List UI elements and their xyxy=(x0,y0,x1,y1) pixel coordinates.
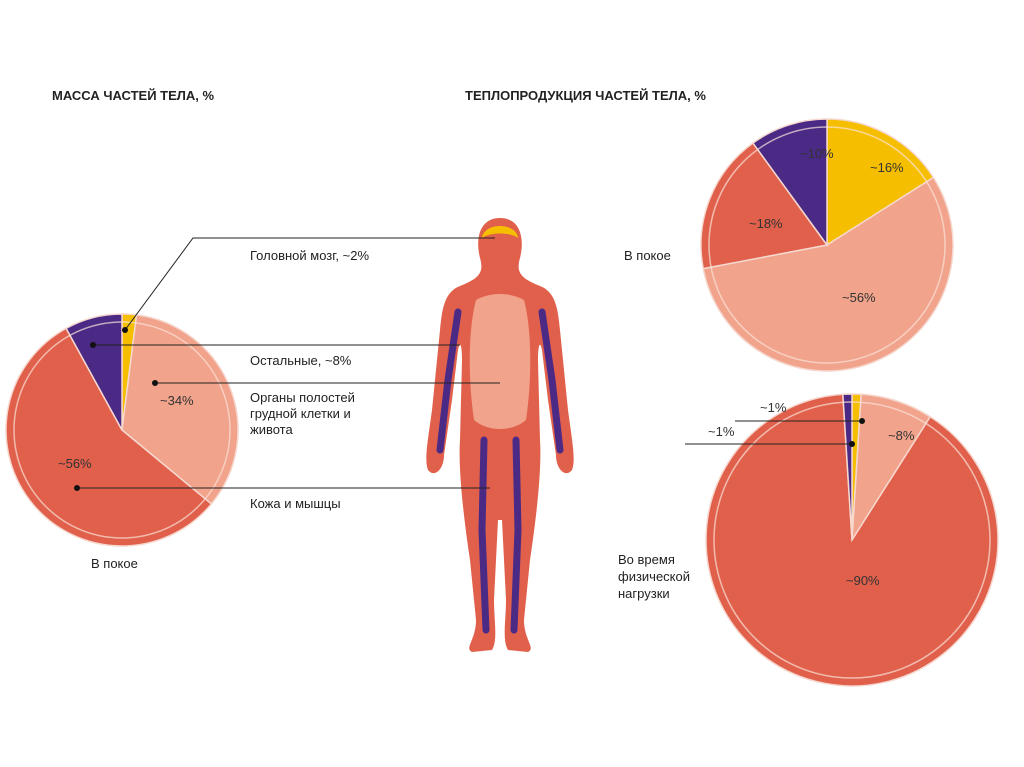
label-organs-1: Органы полостей xyxy=(250,390,355,405)
pie-value-label: ~1% xyxy=(760,400,787,415)
pie-highlight-rim xyxy=(708,126,946,364)
caption-rest-right: В покое xyxy=(624,248,671,263)
label-brain: Головной мозг, ~2% xyxy=(250,248,370,263)
pie-slice xyxy=(5,327,213,547)
label-others: Остальные, ~8% xyxy=(250,353,352,368)
leader-dots xyxy=(74,327,865,491)
pie-slice xyxy=(705,393,999,687)
human-body-figure xyxy=(426,218,574,652)
pie-chart-3: ~1% ~8% ~90% ~1% xyxy=(705,393,999,687)
caption-rest-left: В покое xyxy=(91,556,138,571)
pie-chart-2: ~16% ~56% ~18% ~10% xyxy=(700,118,954,372)
caption-exercise-1: Во время xyxy=(618,552,675,567)
pie-slice xyxy=(842,393,853,541)
pie-value-label: ~18% xyxy=(749,216,783,231)
pie-slice xyxy=(702,176,954,372)
label-skin-muscles: Кожа и мышцы xyxy=(250,496,341,511)
pie-value-label: ~34% xyxy=(160,393,194,408)
label-organs-3: живота xyxy=(250,422,293,437)
body-silhouette xyxy=(426,218,574,652)
pie-value-label: ~56% xyxy=(842,290,876,305)
pie-value-label: ~16% xyxy=(870,160,904,175)
caption-exercise-3: нагрузки xyxy=(618,586,670,601)
caption-exercise-2: физической xyxy=(618,569,691,584)
pie-slice xyxy=(751,118,828,248)
pie-chart-1: ~34% ~56% xyxy=(5,313,239,547)
organs-region xyxy=(469,294,531,429)
bones-skeleton xyxy=(436,308,564,634)
pie-value-label: ~90% xyxy=(846,573,880,588)
pie-highlight-rim xyxy=(713,401,991,679)
label-organs-2: грудной клетки и xyxy=(250,406,351,421)
pie-highlight-rim xyxy=(13,321,231,539)
leader-lines xyxy=(77,237,862,489)
heat-chart-title: ТЕПЛОПРОДУКЦИЯ ЧАСТЕЙ ТЕЛА, % xyxy=(465,88,706,103)
pie-value-label: ~10% xyxy=(800,146,834,161)
pie-slice xyxy=(826,118,935,247)
pie-value-label: ~8% xyxy=(888,428,915,443)
pie-value-label: ~1% xyxy=(708,424,735,439)
brain-region xyxy=(482,226,518,238)
pie-value-label: ~56% xyxy=(58,456,92,471)
mass-chart-title: МАССА ЧАСТЕЙ ТЕЛА, % xyxy=(52,88,215,103)
pie-slice xyxy=(121,314,239,505)
pie-slice xyxy=(65,313,123,431)
